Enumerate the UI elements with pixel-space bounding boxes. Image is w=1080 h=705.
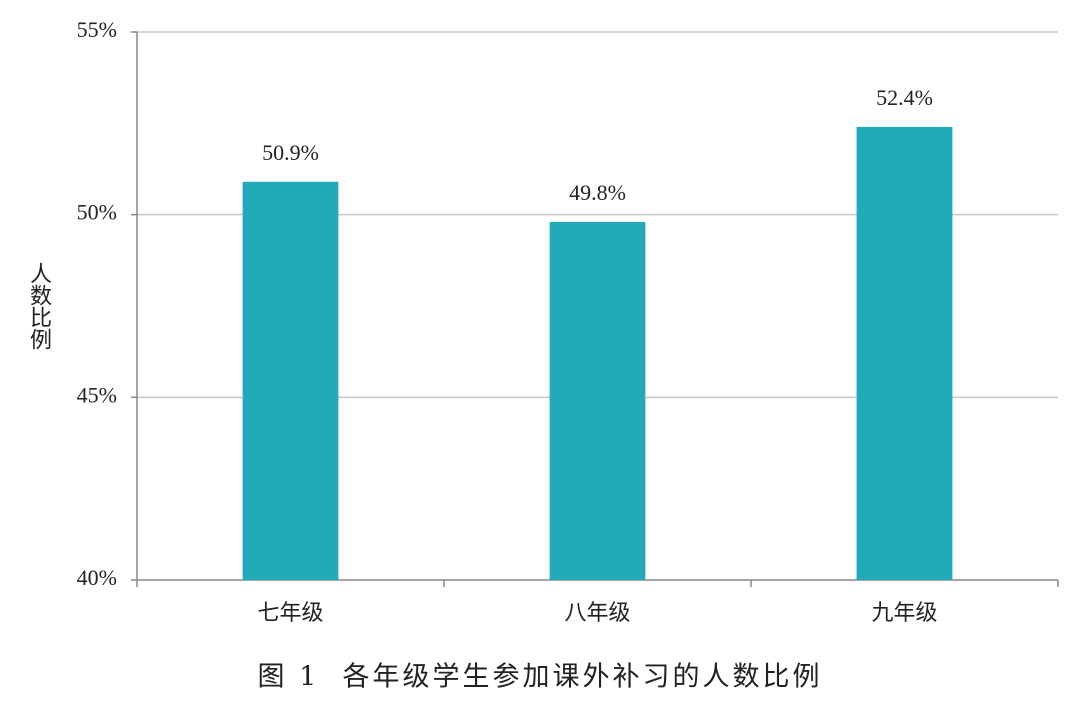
bar — [242, 181, 339, 580]
bar — [856, 126, 953, 580]
x-tick-label: 八年级 — [564, 601, 630, 626]
x-tick-label: 七年级 — [257, 601, 323, 626]
y-tick-label: 50% — [77, 200, 117, 225]
value-label: 49.8% — [569, 180, 626, 205]
value-label: 52.4% — [876, 85, 933, 110]
bar — [549, 221, 646, 580]
chart-title: 图 1 各年级学生参加课外补习的人数比例 — [258, 662, 823, 693]
y-tick-label: 45% — [77, 382, 117, 407]
value-label: 50.9% — [262, 140, 319, 165]
y-axis-label: 人数比例 — [26, 262, 52, 350]
y-tick-label: 55% — [77, 17, 117, 42]
x-tick-label: 九年级 — [871, 601, 937, 626]
y-tick-label: 40% — [77, 565, 117, 590]
